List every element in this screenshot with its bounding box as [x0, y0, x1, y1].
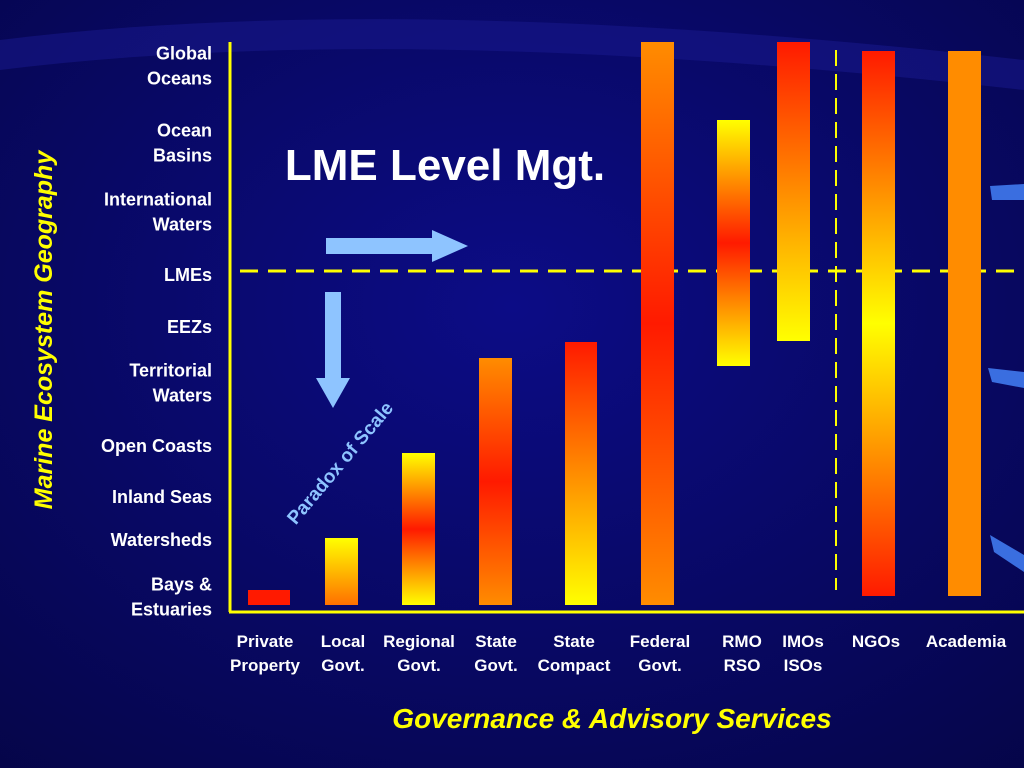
bar: [479, 358, 512, 605]
category-label: Regional: [383, 632, 455, 651]
category-label: State: [553, 632, 595, 651]
right-arrow: [326, 230, 468, 262]
category-label: Local: [321, 632, 365, 651]
category-label: ISOs: [784, 656, 823, 675]
slide-title: LME Level Mgt.: [285, 141, 605, 190]
level-label: Waters: [153, 215, 212, 235]
category-label: Property: [230, 656, 300, 675]
labels: Global Oceans Ocean Basins International Wate…: [101, 44, 1007, 676]
bar: [248, 590, 290, 605]
bar: [641, 42, 674, 605]
level-label: Global: [156, 44, 212, 64]
down-arrow: [316, 292, 350, 408]
bar: [862, 51, 895, 596]
category-label: Federal: [630, 632, 690, 651]
bar: [325, 538, 358, 605]
level-label: Watersheds: [111, 530, 212, 550]
category-label: NGOs: [852, 632, 900, 651]
category-label: Private: [237, 632, 294, 651]
level-label: Estuaries: [131, 600, 212, 620]
level-label: Oceans: [147, 69, 212, 89]
y-axis-title: Marine Ecosystem Geography: [30, 150, 58, 510]
category-label: Academia: [926, 632, 1007, 651]
level-label: International: [104, 190, 212, 210]
edge-tabs: [988, 184, 1024, 572]
level-label: Open Coasts: [101, 436, 212, 456]
level-label: EEZs: [167, 317, 212, 337]
bar: [565, 342, 597, 605]
level-label: Bays &: [151, 575, 212, 595]
swoosh: [0, 19, 1024, 90]
level-label: Territorial: [129, 361, 212, 381]
category-label: RMO: [722, 632, 762, 651]
bar: [948, 51, 981, 596]
category-label: State: [475, 632, 517, 651]
category-label: Compact: [538, 656, 611, 675]
bars: [248, 42, 981, 605]
category-label: Govt.: [397, 656, 440, 675]
level-label: Inland Seas: [112, 487, 212, 507]
bar: [777, 42, 810, 341]
bar: [402, 453, 435, 605]
level-label: Ocean: [157, 121, 212, 141]
category-label: RSO: [724, 656, 761, 675]
category-label: IMOs: [782, 632, 824, 651]
arrows: [316, 230, 468, 408]
level-label: Waters: [153, 386, 212, 406]
x-axis-title: Governance & Advisory Services: [392, 703, 831, 734]
category-label: Govt.: [321, 656, 364, 675]
category-label: Govt.: [474, 656, 517, 675]
level-label: LMEs: [164, 265, 212, 285]
bar: [717, 120, 750, 366]
level-label: Basins: [153, 146, 212, 166]
category-label: Govt.: [638, 656, 681, 675]
